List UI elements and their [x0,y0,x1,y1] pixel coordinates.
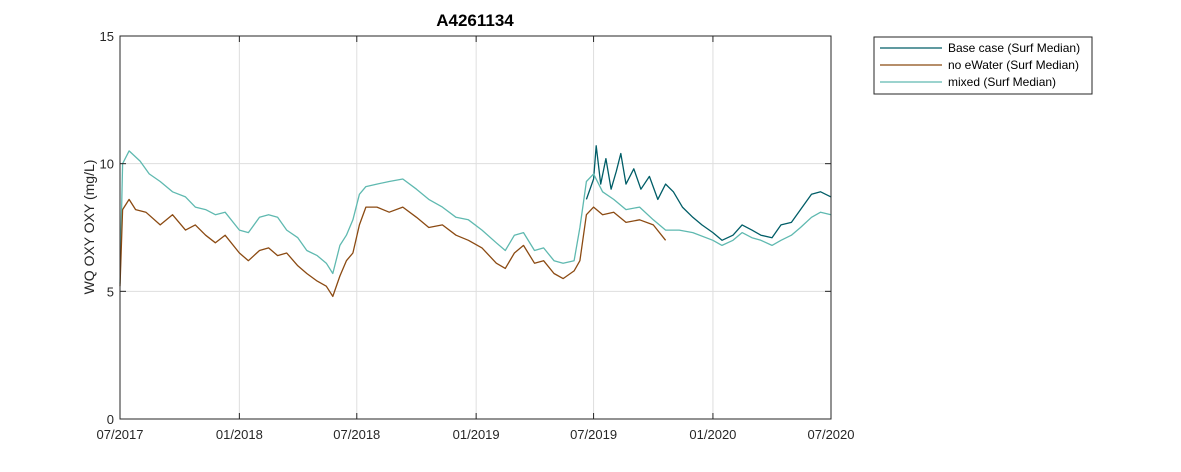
y-tick-label: 15 [100,29,114,44]
chart-title: A4261134 [436,11,514,30]
y-tick-label: 0 [107,412,114,427]
legend: Base case (Surf Median) no eWater (Surf M… [873,36,1093,95]
y-tick-label: 10 [100,157,114,172]
axis-ticks: 07/2017 01/2018 07/2018 01/2019 07/2019 01/20… [97,29,855,442]
plot-area [120,36,831,419]
legend-label-0: Base case (Surf Median) [948,41,1080,55]
series-line-0 [585,145,832,241]
legend-label-1: no eWater (Surf Median) [948,58,1079,72]
legend-label-2: mixed (Surf Median) [948,75,1056,89]
series-line-1 [119,198,667,298]
x-tick-label: 07/2020 [808,427,855,442]
y-axis-label: WQ OXY OXY (mg/L) [81,160,97,295]
x-tick-label: 07/2019 [570,427,617,442]
series-lines [119,145,832,298]
x-tick-label: 07/2017 [97,427,144,442]
x-tick-label: 01/2019 [453,427,500,442]
y-tick-label: 5 [107,284,114,299]
x-tick-label: 01/2018 [216,427,263,442]
x-tick-label: 07/2018 [333,427,380,442]
x-tick-label: 01/2020 [689,427,736,442]
plot-frame [119,35,832,420]
series-line-2 [119,150,832,284]
